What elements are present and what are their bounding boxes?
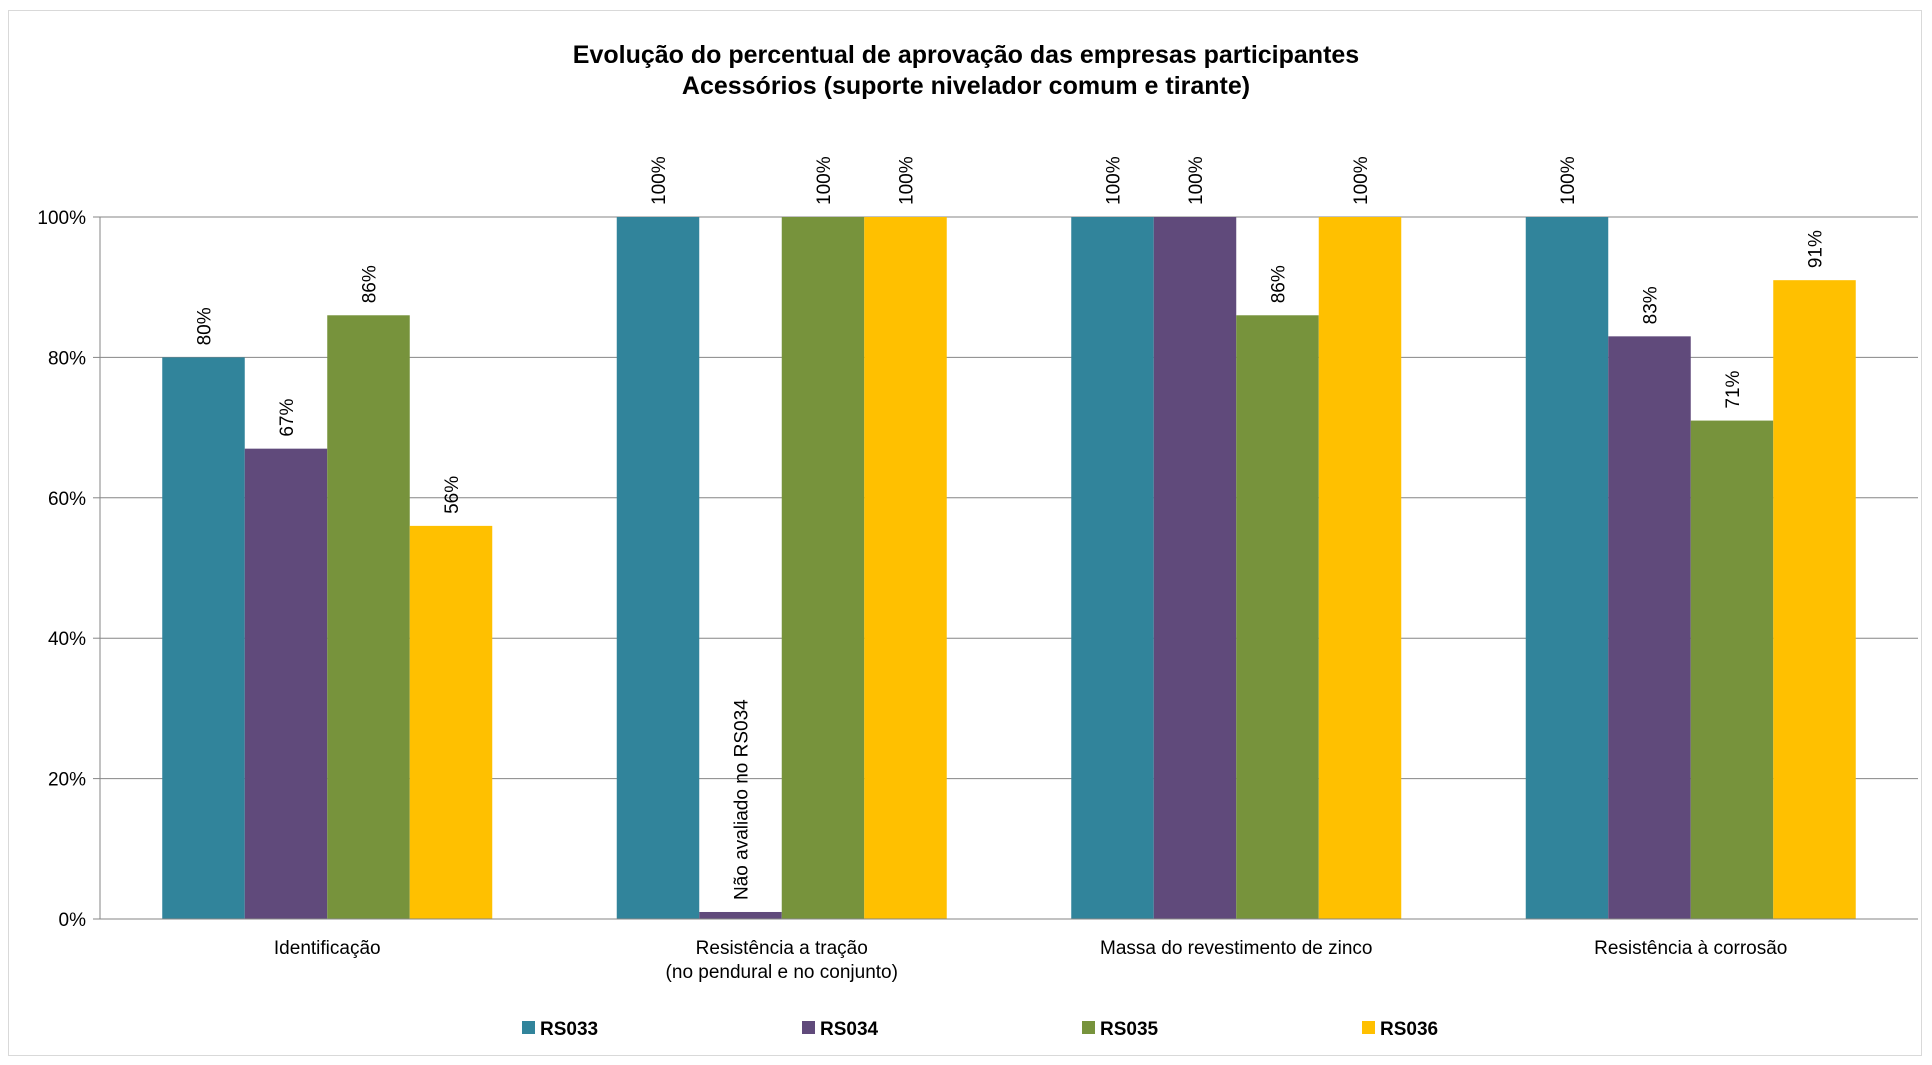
bar	[1319, 217, 1402, 919]
category-label: Massa do revestimento de zinco	[1100, 938, 1372, 959]
bar	[864, 217, 947, 919]
legend-swatch	[1082, 1021, 1095, 1034]
bar	[1071, 217, 1154, 919]
bar	[327, 315, 410, 919]
legend-label: RS036	[1380, 1019, 1438, 1040]
legend-label: RS035	[1100, 1019, 1159, 1040]
data-label: 83%	[1641, 286, 1662, 324]
y-tick-label: 40%	[48, 629, 86, 650]
data-label: Não avaliado no RS034	[732, 699, 753, 900]
category-label: Resistência a tração	[696, 938, 868, 959]
y-tick-label: 0%	[59, 910, 87, 931]
data-label: 86%	[360, 265, 381, 303]
bar	[1236, 315, 1319, 919]
data-label: 100%	[814, 156, 835, 205]
bar	[1608, 336, 1691, 919]
bar	[782, 217, 865, 919]
bar	[162, 357, 245, 919]
bar	[699, 912, 782, 919]
legend-swatch	[1362, 1021, 1375, 1034]
bar	[410, 526, 493, 919]
legend-swatch	[522, 1021, 535, 1034]
y-tick-label: 60%	[48, 489, 86, 510]
bar	[1691, 421, 1774, 919]
legend-label: RS033	[540, 1019, 598, 1040]
data-label: 71%	[1723, 370, 1744, 408]
bar	[245, 449, 328, 919]
data-label: 100%	[897, 156, 918, 205]
legend-label: RS034	[820, 1019, 879, 1040]
y-tick-label: 100%	[37, 208, 86, 229]
bar	[617, 217, 700, 919]
data-label: 86%	[1269, 265, 1290, 303]
data-label: 100%	[649, 156, 670, 205]
data-label: 67%	[277, 399, 298, 437]
y-tick-label: 80%	[48, 348, 86, 369]
category-label: (no pendural e no conjunto)	[666, 962, 898, 983]
category-label: Identificação	[274, 938, 381, 959]
y-tick-label: 20%	[48, 770, 86, 791]
bar	[1526, 217, 1609, 919]
data-label: 56%	[442, 476, 463, 514]
category-label: Resistência à corrosão	[1594, 938, 1787, 959]
data-label: 91%	[1806, 230, 1827, 268]
legend-swatch	[802, 1021, 815, 1034]
data-label: 100%	[1186, 156, 1207, 205]
bar	[1773, 280, 1856, 919]
data-label: 100%	[1351, 156, 1372, 205]
data-label: 100%	[1558, 156, 1579, 205]
bar	[1154, 217, 1237, 919]
data-label: 80%	[195, 307, 216, 345]
data-label: 100%	[1104, 156, 1125, 205]
